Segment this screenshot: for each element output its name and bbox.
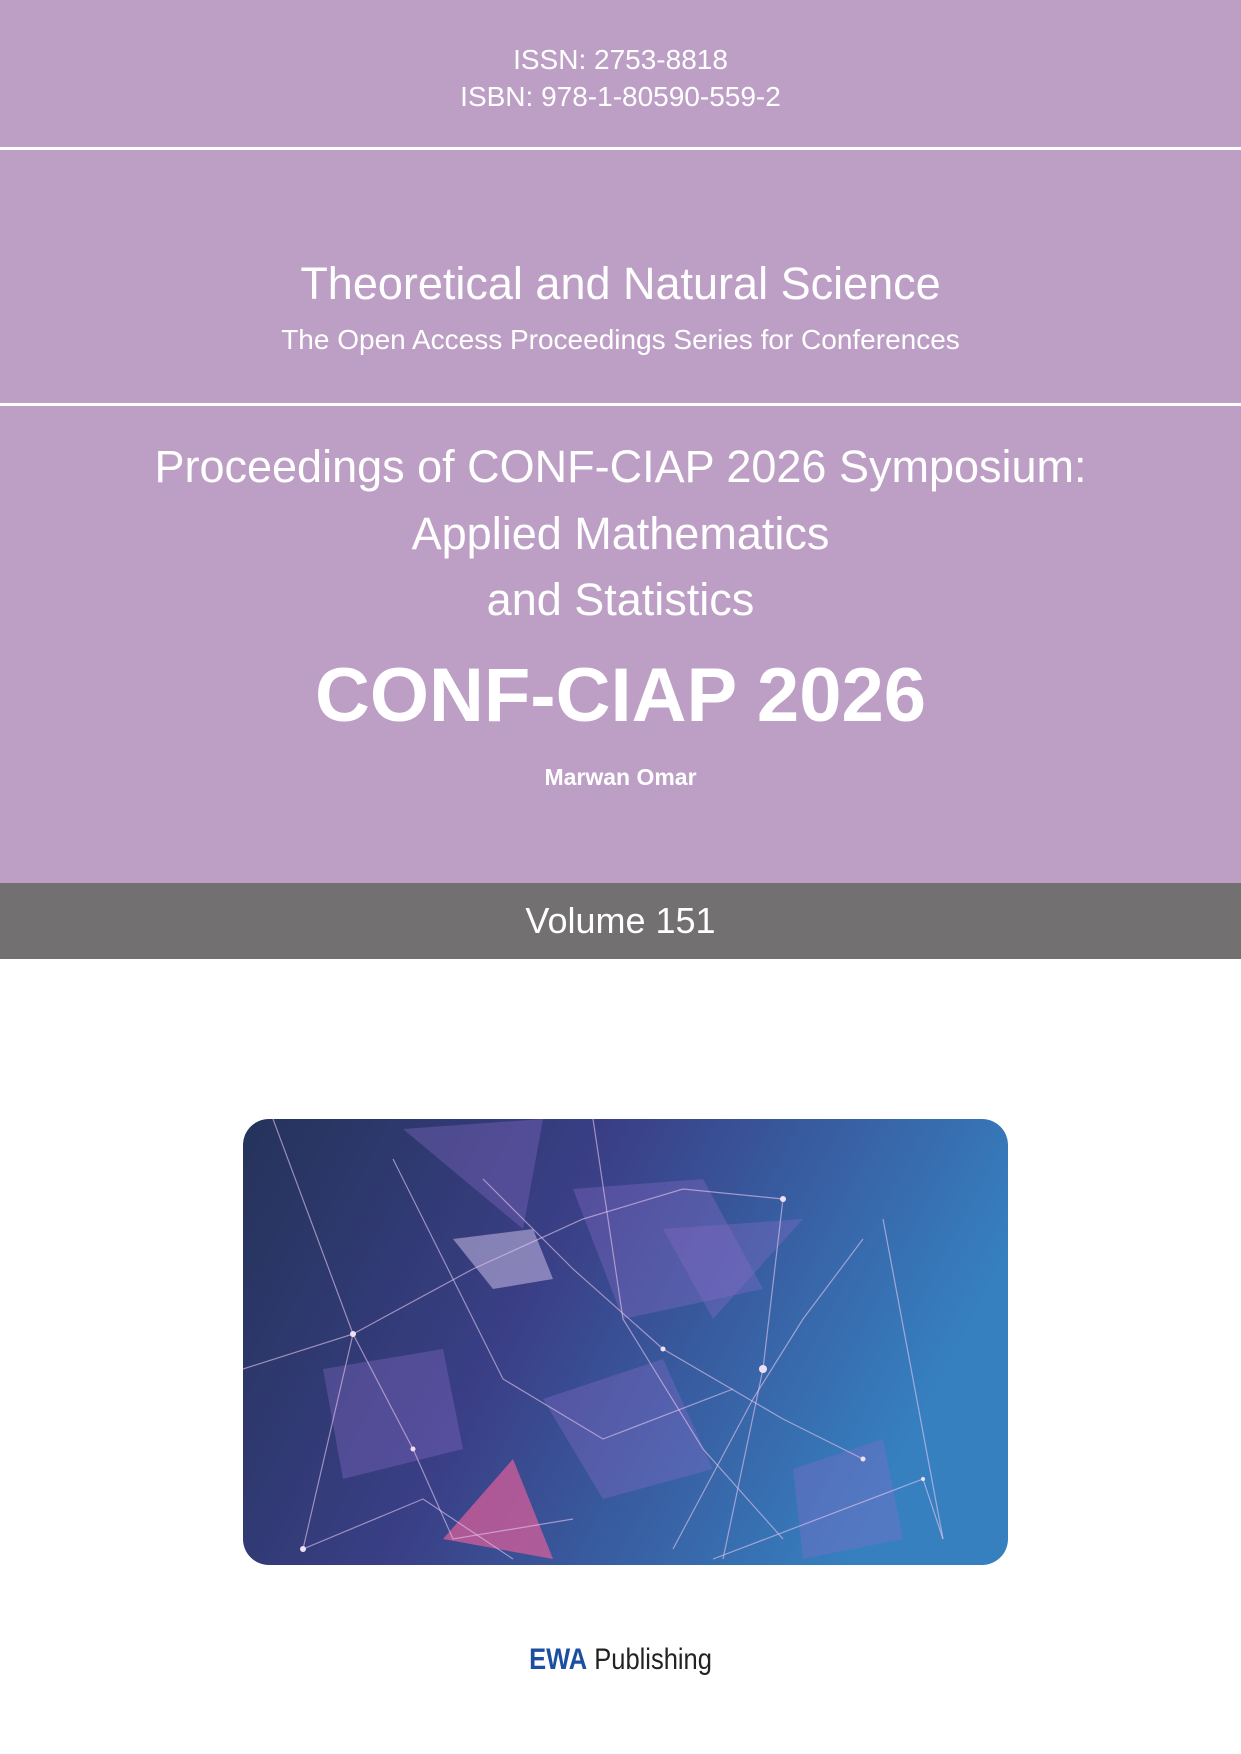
issn: ISSN: 2753-8818	[513, 44, 728, 75]
proceedings-line-2: Applied Mathematics	[411, 508, 830, 559]
conference-name: CONF-CIAP 2026	[314, 653, 926, 738]
proceedings-line-1: Proceedings of CONF-CIAP 2026 Symposium:	[154, 441, 1087, 492]
cover-image	[243, 1119, 1008, 1565]
series-subtitle: The Open Access Proceedings Series for C…	[281, 324, 960, 355]
publisher-brand: EWA	[529, 1643, 588, 1676]
series-title: Theoretical and Natural Science	[300, 258, 941, 309]
publisher-logo: EWA Publishing	[93, 1643, 1148, 1677]
publisher-name: Publishing	[594, 1643, 712, 1676]
editor-name: Marwan Omar	[544, 764, 697, 790]
cover-header: ISSN: 2753-8818 ISBN: 978-1-80590-559-2 …	[0, 0, 1241, 883]
proceedings-line-3: and Statistics	[486, 574, 755, 625]
volume-band: Volume 151	[0, 883, 1241, 959]
divider	[0, 147, 1241, 150]
volume-label: Volume 151	[525, 900, 716, 941]
isbn: ISBN: 978-1-80590-559-2	[460, 81, 781, 112]
divider	[0, 403, 1241, 406]
